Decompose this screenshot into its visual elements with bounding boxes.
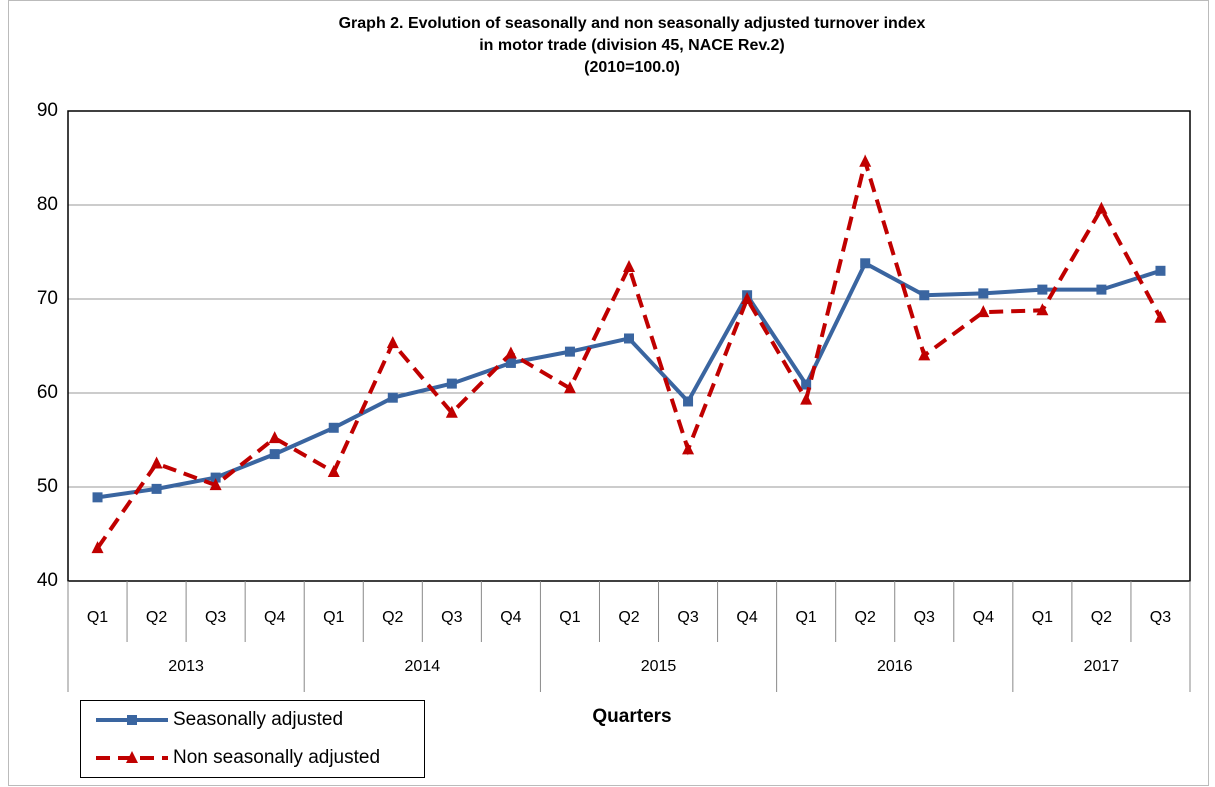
x-tick-label: Q2	[146, 609, 167, 626]
x-tick-label: Q4	[264, 609, 285, 626]
x-axis-title: Quarters	[592, 706, 671, 727]
marker	[445, 405, 458, 418]
plot-border	[67, 110, 1191, 582]
x-tick-label: Q3	[205, 609, 226, 626]
year-label: 2015	[641, 658, 677, 675]
year-label: 2014	[405, 658, 441, 675]
y-tick-label: 50	[37, 476, 58, 497]
chart-title: Graph 2. Evolution of seasonally and non…	[339, 15, 926, 32]
y-tick-label: 80	[37, 194, 58, 215]
y-tick-label: 90	[37, 100, 58, 121]
marker	[800, 392, 813, 405]
marker	[682, 442, 695, 455]
x-tick-label: Q3	[677, 609, 698, 626]
marker	[210, 472, 221, 483]
x-tick-label: Q1	[1032, 609, 1053, 626]
marker	[92, 492, 103, 503]
x-tick-label: Q1	[795, 609, 816, 626]
marker	[1154, 310, 1167, 323]
legend-marker	[127, 715, 137, 725]
x-tick-label: Q3	[914, 609, 935, 626]
marker	[741, 292, 754, 304]
x-tick-label: Q3	[441, 609, 462, 626]
legend-marker	[126, 751, 138, 763]
x-tick-label: Q2	[618, 609, 639, 626]
marker	[91, 541, 104, 554]
x-tick-label: Q1	[323, 609, 344, 626]
y-tick-label: 40	[37, 570, 58, 591]
marker	[801, 379, 812, 390]
x-tick-label: Q3	[1150, 609, 1171, 626]
legend	[80, 700, 425, 778]
marker	[564, 346, 575, 357]
marker	[150, 456, 163, 469]
x-tick-label: Q2	[382, 609, 403, 626]
marker	[504, 346, 517, 359]
marker	[1155, 265, 1166, 276]
x-tick-label: Q4	[500, 609, 521, 626]
marker	[328, 422, 339, 433]
marker	[624, 333, 634, 344]
marker	[1037, 284, 1048, 295]
chart-title: in motor trade (division 45, NACE Rev.2)	[479, 37, 785, 54]
marker	[268, 431, 281, 444]
year-label: 2013	[168, 658, 204, 675]
marker	[859, 154, 872, 167]
marker	[978, 288, 989, 299]
marker	[1036, 303, 1049, 316]
marker	[269, 449, 280, 460]
year-label: 2016	[877, 658, 913, 675]
marker	[446, 378, 457, 389]
marker	[209, 478, 222, 491]
marker	[860, 258, 871, 269]
marker	[505, 357, 516, 368]
x-tick-label: Q1	[559, 609, 580, 626]
marker	[386, 336, 399, 349]
y-tick-label: 60	[37, 382, 58, 403]
marker	[327, 464, 340, 477]
x-tick-label: Q2	[855, 609, 876, 626]
x-tick-label: Q4	[973, 609, 994, 626]
marker	[918, 348, 931, 361]
marker	[387, 392, 398, 403]
marker	[1095, 201, 1108, 214]
x-tick-label: Q2	[1091, 609, 1112, 626]
y-tick-label: 70	[37, 288, 58, 309]
marker	[623, 260, 635, 273]
marker	[563, 381, 576, 394]
x-tick-label: Q4	[736, 609, 757, 626]
legend-label: Seasonally adjusted	[173, 709, 343, 730]
marker	[919, 290, 930, 301]
legend-label: Non seasonally adjusted	[173, 747, 380, 768]
year-label: 2017	[1084, 658, 1120, 675]
marker	[977, 305, 990, 318]
chart-title: (2010=100.0)	[584, 59, 680, 76]
x-tick-label: Q1	[87, 609, 108, 626]
marker	[683, 396, 694, 407]
marker	[1096, 284, 1107, 295]
marker	[151, 483, 162, 494]
